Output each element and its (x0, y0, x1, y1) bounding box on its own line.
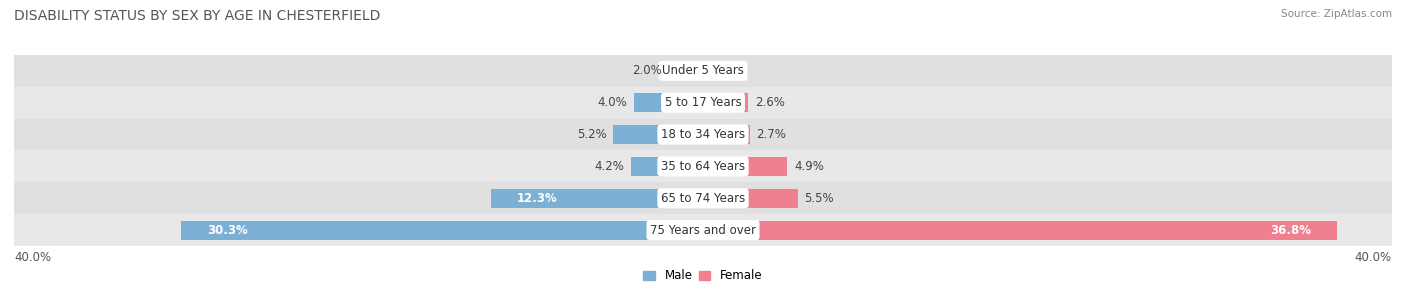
Text: 5 to 17 Years: 5 to 17 Years (665, 96, 741, 109)
Text: 40.0%: 40.0% (14, 251, 51, 264)
Text: Under 5 Years: Under 5 Years (662, 64, 744, 77)
Text: 2.0%: 2.0% (631, 64, 662, 77)
Bar (613, 125, 703, 144)
Text: 5.5%: 5.5% (804, 192, 834, 205)
Bar (703, 189, 797, 208)
Bar (14, 214, 1392, 246)
Bar (14, 182, 1392, 214)
Text: 12.3%: 12.3% (517, 192, 558, 205)
Bar (703, 157, 787, 176)
Text: DISABILITY STATUS BY SEX BY AGE IN CHESTERFIELD: DISABILITY STATUS BY SEX BY AGE IN CHEST… (14, 9, 381, 23)
Bar (703, 125, 749, 144)
Text: 4.0%: 4.0% (598, 96, 627, 109)
Bar (491, 189, 703, 208)
Bar (14, 119, 1392, 150)
Text: 5.2%: 5.2% (576, 128, 606, 141)
Text: 18 to 34 Years: 18 to 34 Years (661, 128, 745, 141)
Text: 75 Years and over: 75 Years and over (650, 224, 756, 237)
Text: 36.8%: 36.8% (1270, 224, 1310, 237)
Text: 4.9%: 4.9% (794, 160, 824, 173)
Bar (14, 150, 1392, 182)
Text: 2.6%: 2.6% (755, 96, 785, 109)
Bar (631, 157, 703, 176)
Bar (181, 221, 703, 240)
Bar (634, 93, 703, 112)
Text: 35 to 64 Years: 35 to 64 Years (661, 160, 745, 173)
Bar (14, 87, 1392, 119)
Text: 4.2%: 4.2% (593, 160, 624, 173)
Text: 40.0%: 40.0% (1355, 251, 1392, 264)
Legend: Male, Female: Male, Female (638, 264, 768, 287)
Bar (703, 93, 748, 112)
Bar (703, 221, 1337, 240)
Text: 65 to 74 Years: 65 to 74 Years (661, 192, 745, 205)
Bar (14, 55, 1392, 87)
Text: Source: ZipAtlas.com: Source: ZipAtlas.com (1281, 9, 1392, 19)
Text: 2.7%: 2.7% (756, 128, 786, 141)
Text: 30.3%: 30.3% (207, 224, 247, 237)
Bar (669, 61, 703, 80)
